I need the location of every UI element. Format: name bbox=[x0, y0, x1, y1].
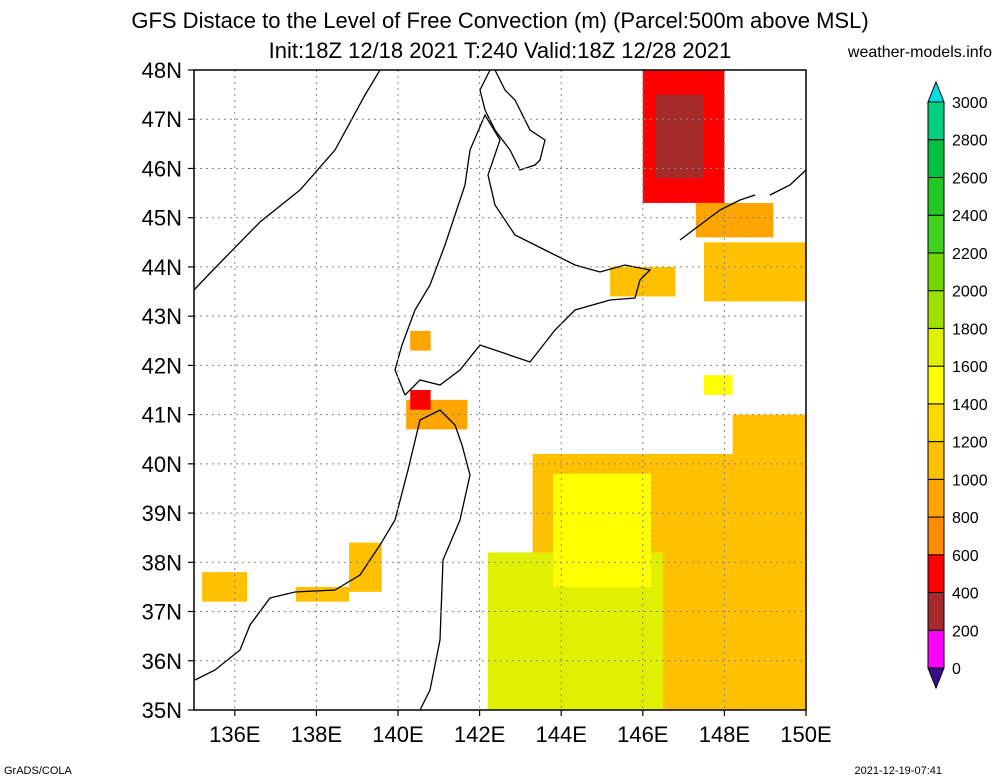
site-credit: weather-models.info bbox=[847, 44, 992, 61]
field-region-5 bbox=[655, 94, 704, 179]
lat-tick-label: 40N bbox=[142, 452, 182, 477]
colorbar-segment bbox=[927, 629, 945, 669]
colorbar-label: 1200 bbox=[952, 435, 988, 452]
coastline-5 bbox=[769, 169, 806, 196]
colorbar-label: 2600 bbox=[952, 170, 988, 187]
plot-frame bbox=[193, 69, 807, 711]
colorbar-segment bbox=[927, 252, 945, 292]
colorbar-segment bbox=[927, 403, 945, 443]
coastline-3 bbox=[479, 70, 546, 171]
field-region-8 bbox=[695, 202, 774, 238]
coastline-1 bbox=[194, 409, 471, 710]
lat-tick-label: 36N bbox=[142, 649, 182, 674]
colorbar-label: 1000 bbox=[952, 472, 988, 489]
colorbar-label: 2800 bbox=[952, 133, 988, 150]
footer-timestamp: 2021-12-19-07:41 bbox=[854, 765, 942, 777]
lon-tick-label: 146E bbox=[617, 722, 668, 747]
lon-tick-label: 150E bbox=[780, 722, 831, 747]
colorbar-segment bbox=[927, 554, 945, 594]
colorbar-label: 400 bbox=[952, 586, 979, 603]
colorbar-segment bbox=[927, 592, 945, 631]
colorbar-segment bbox=[927, 365, 945, 405]
lat-tick-label: 42N bbox=[142, 353, 182, 378]
colorbar-label: 600 bbox=[952, 548, 979, 565]
coastline-2 bbox=[394, 113, 652, 396]
lat-tick-label: 39N bbox=[142, 501, 182, 526]
lat-tick-label: 45N bbox=[142, 206, 182, 231]
lon-tick-label: 142E bbox=[454, 722, 505, 747]
colorbar-label: 3000 bbox=[952, 95, 988, 112]
colorbar-label: 2400 bbox=[952, 208, 988, 225]
colorbar-label: 1400 bbox=[952, 397, 988, 414]
lat-tick-label: 48N bbox=[142, 58, 182, 83]
lon-tick-label: 144E bbox=[536, 722, 587, 747]
field-region-6 bbox=[704, 242, 806, 302]
field-region-11 bbox=[410, 330, 431, 351]
colorbar-label: 800 bbox=[952, 510, 979, 527]
coastline-4 bbox=[679, 194, 756, 241]
colorbar-label: 2200 bbox=[952, 246, 988, 263]
footer-software: GrADS/COLA bbox=[4, 765, 72, 777]
colorbar-segment bbox=[927, 290, 945, 329]
colorbar-segment bbox=[927, 441, 945, 480]
colorbar-below-arrow bbox=[927, 667, 945, 690]
colorbar-above-arrow bbox=[927, 80, 945, 103]
lon-tick-label: 138E bbox=[291, 722, 342, 747]
field-region-13 bbox=[296, 586, 350, 602]
chart-title: GFS Distace to the Level of Free Convect… bbox=[131, 8, 869, 33]
colorbar-segment bbox=[927, 139, 945, 178]
field-region-12 bbox=[202, 572, 248, 602]
field-region-10 bbox=[410, 390, 431, 410]
colorbar-label: 2000 bbox=[952, 284, 988, 301]
lat-tick-label: 41N bbox=[142, 403, 182, 428]
lat-tick-label: 38N bbox=[142, 550, 182, 575]
lat-tick-label: 47N bbox=[142, 107, 182, 132]
colorbar-label: 1600 bbox=[952, 359, 988, 376]
colorbar-segment bbox=[927, 176, 945, 216]
colorbar-segment bbox=[927, 101, 945, 141]
lon-tick-label: 140E bbox=[372, 722, 423, 747]
colorbar-segment bbox=[927, 327, 945, 367]
lon-tick-label: 148E bbox=[699, 722, 750, 747]
lat-tick-label: 37N bbox=[142, 600, 182, 625]
lat-tick-label: 43N bbox=[142, 304, 182, 329]
colorbar-label: 200 bbox=[952, 623, 979, 640]
lat-tick-label: 35N bbox=[142, 698, 182, 723]
colorbar-segment bbox=[927, 516, 945, 556]
lat-tick-label: 44N bbox=[142, 255, 182, 280]
colorbar-label: 1800 bbox=[952, 321, 988, 338]
lon-tick-label: 136E bbox=[209, 722, 260, 747]
colorbar-segment bbox=[927, 214, 945, 254]
field-region-3 bbox=[732, 414, 806, 538]
colorbar-label: 0 bbox=[952, 661, 961, 678]
field-region-15 bbox=[704, 375, 733, 395]
colorbar-segment bbox=[927, 478, 945, 518]
lat-tick-label: 46N bbox=[142, 156, 182, 181]
chart-subtitle: Init:18Z 12/18 2021 T:240 Valid:18Z 12/2… bbox=[268, 38, 732, 63]
coastline-0 bbox=[194, 70, 381, 291]
field-region-2 bbox=[553, 473, 651, 587]
